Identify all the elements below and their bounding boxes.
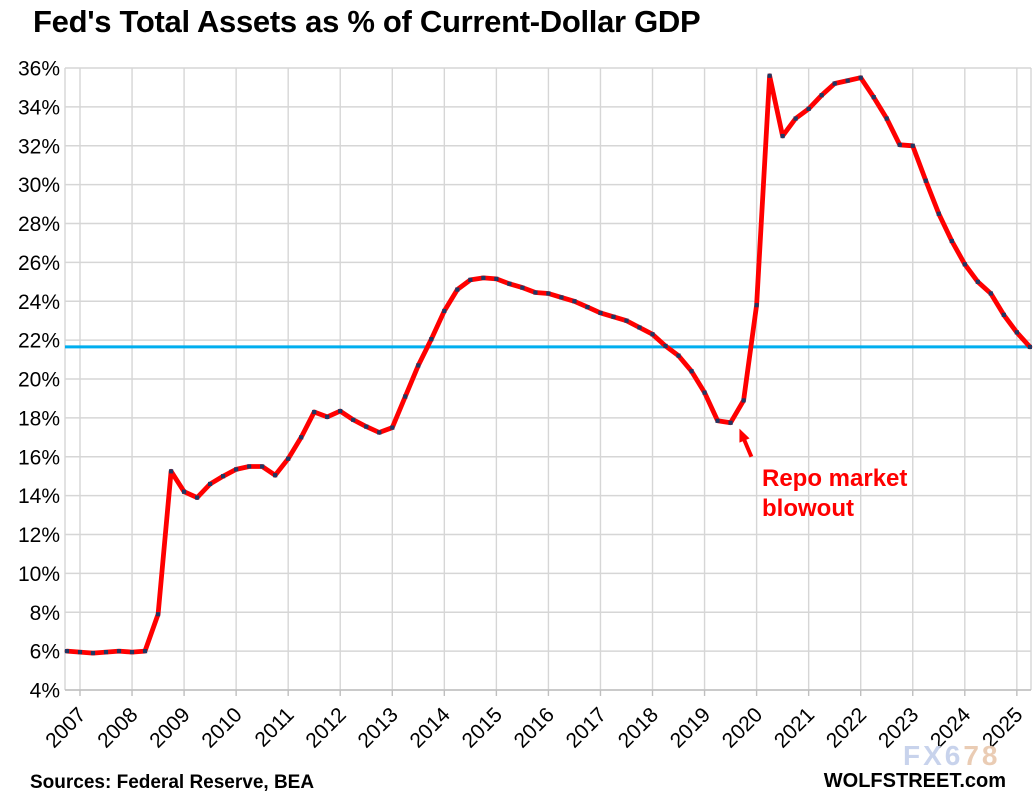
svg-text:16%: 16% [18,446,60,469]
svg-text:2015: 2015 [458,703,507,752]
annotation-repo-market-blowout: Repo market blowout [762,464,907,524]
watermark-text-right: 78 [963,740,1001,771]
svg-text:18%: 18% [18,407,60,430]
svg-text:2007: 2007 [41,703,90,752]
svg-text:2009: 2009 [145,703,194,752]
svg-text:28%: 28% [18,213,60,236]
svg-text:2017: 2017 [562,703,611,752]
annotation-line-1: Repo market [762,465,908,492]
svg-text:12%: 12% [18,524,60,547]
x-axis [65,689,1031,696]
svg-text:2010: 2010 [197,703,246,752]
sources-label: Sources: Federal Reserve, BEA [30,772,315,793]
svg-text:4%: 4% [30,680,60,703]
svg-text:2020: 2020 [718,703,767,752]
svg-text:34%: 34% [18,96,60,119]
svg-text:2018: 2018 [614,703,663,752]
svg-text:2014: 2014 [406,703,456,753]
svg-text:24%: 24% [18,291,60,314]
annotation-line-2: blowout [762,495,854,522]
vertical-gridlines [64,68,1032,690]
svg-text:10%: 10% [18,563,60,586]
svg-text:20%: 20% [18,369,60,392]
svg-text:2022: 2022 [822,703,871,752]
svg-text:2012: 2012 [301,703,350,752]
svg-text:22%: 22% [18,330,60,353]
brand-label: WOLFSTREET.com [823,770,1006,792]
svg-text:2008: 2008 [93,703,142,752]
svg-text:30%: 30% [18,174,60,197]
svg-text:2019: 2019 [666,703,715,752]
annotation-arrow-icon [739,428,754,458]
watermark-fx678: FX678 [903,740,1001,772]
x-axis-labels: 2007 2008 2009 2010 2011 2012 2013 2014 2015 2016… [41,703,1027,753]
svg-text:32%: 32% [18,135,60,158]
svg-text:14%: 14% [18,485,60,508]
watermark-text-left: FX6 [903,740,964,771]
svg-text:2011: 2011 [251,703,299,751]
svg-text:8%: 8% [30,602,60,625]
y-axis-labels: 4% 6% 8% 10% 12% 14% 16% 18% 20% 22% 24% 26% 28% 30% 3… [18,58,60,703]
svg-text:6%: 6% [30,641,60,664]
chart-title: Fed's Total Assets as % of Current-Dolla… [33,4,701,39]
svg-text:26%: 26% [18,252,60,275]
svg-text:2021: 2021 [770,703,819,752]
svg-text:2016: 2016 [510,703,559,752]
series-markers [64,73,1032,656]
svg-text:36%: 36% [18,58,60,81]
svg-text:2013: 2013 [354,703,403,752]
